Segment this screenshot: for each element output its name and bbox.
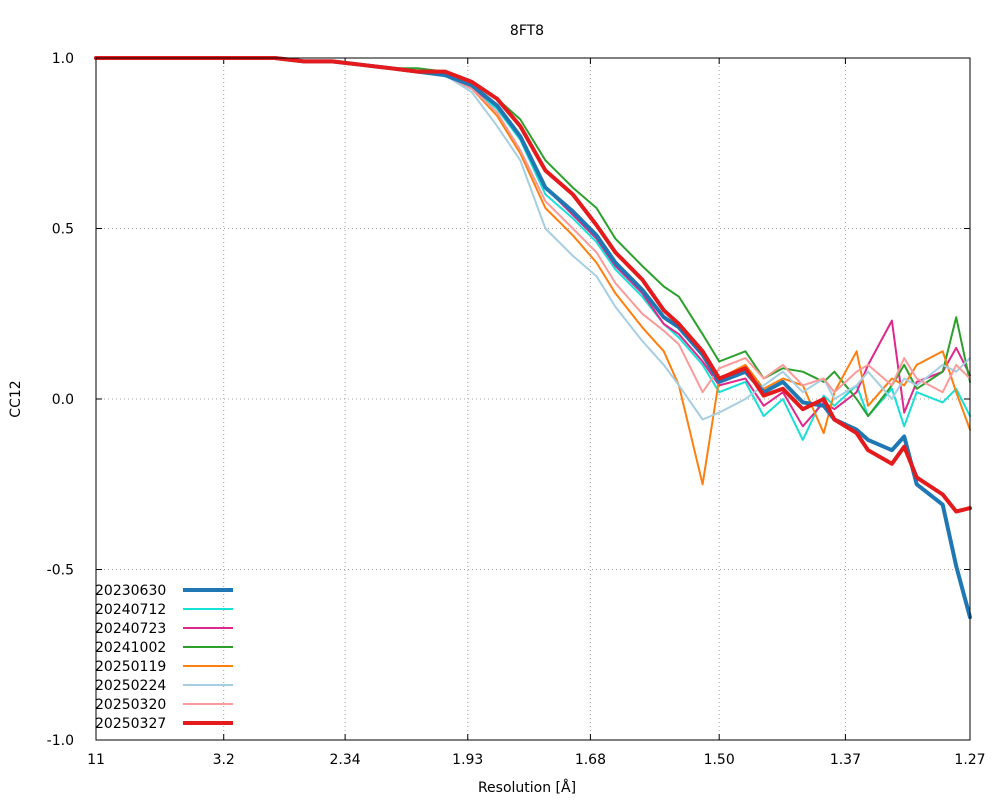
legend: 20230630 20240712 20240723 20241002 20250119…: [95, 583, 233, 732]
x-tick-label: 2.34: [330, 752, 361, 768]
x-axis-label: Resolution [Å]: [478, 779, 576, 796]
legend-label: 20240723: [95, 621, 166, 637]
legend-label: 20250327: [95, 716, 166, 732]
y-tick-label: -0.5: [47, 563, 74, 579]
y-axis-label: CC12: [8, 380, 24, 417]
x-tick-label: 1.50: [704, 752, 735, 768]
legend-label: 20250119: [95, 659, 166, 675]
series-line-20241002: [95, 57, 971, 418]
x-tick-label: 1.68: [575, 752, 606, 768]
legend-label: 20240712: [95, 602, 166, 618]
axis-ticks: 11 3.2 2.34 1.93 1.68 1.50 1.37 1.27 1.0 0.5 0.0 -0…: [47, 51, 986, 768]
x-tick-label: 3.2: [213, 752, 235, 768]
y-tick-label: 0.0: [52, 392, 74, 408]
series-line-20250224: [95, 57, 971, 421]
x-tick-label: 1.93: [452, 752, 483, 768]
series-line-20250327: [94, 56, 972, 514]
x-tick-label: 11: [87, 752, 105, 768]
legend-label: 20230630: [95, 583, 166, 599]
legend-label: 20250224: [95, 678, 166, 694]
y-tick-label: -1.0: [47, 733, 74, 749]
series-lines: [94, 56, 972, 620]
legend-label: 20241002: [95, 640, 166, 656]
y-tick-label: 0.5: [52, 222, 74, 238]
x-tick-label: 1.37: [830, 752, 861, 768]
chart-title: 8FT8: [510, 23, 544, 39]
x-tick-label: 1.27: [954, 752, 985, 768]
series-line-20250320: [95, 57, 971, 394]
y-tick-label: 1.0: [52, 51, 74, 67]
legend-label: 20250320: [95, 697, 166, 713]
plot-frame: [95, 57, 971, 741]
series-line-20240723: [95, 57, 971, 428]
